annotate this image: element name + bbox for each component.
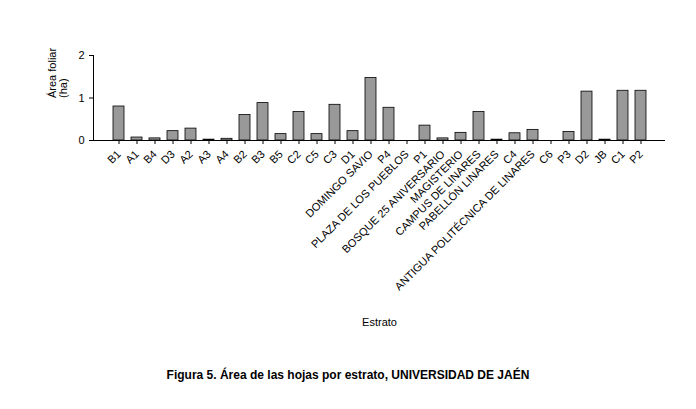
svg-text:C1: C1 [608, 148, 626, 166]
svg-text:C4: C4 [500, 147, 519, 167]
svg-text:PABELLÓN LINARES: PABELLÓN LINARES [416, 147, 501, 233]
svg-text:Estrato: Estrato [362, 316, 397, 328]
svg-text:B2: B2 [231, 148, 249, 166]
svg-text:MAGISTERIO: MAGISTERIO [407, 147, 465, 206]
svg-text:1: 1 [78, 92, 84, 104]
svg-text:B5: B5 [267, 148, 285, 166]
svg-text:C3: C3 [320, 148, 338, 166]
svg-text:A1: A1 [123, 148, 141, 166]
svg-text:B3: B3 [249, 148, 267, 166]
svg-text:DOMINGO SAVIO: DOMINGO SAVIO [303, 147, 375, 219]
svg-text:2: 2 [78, 49, 84, 61]
svg-text:C5: C5 [302, 148, 320, 166]
svg-text:C6: C6 [536, 148, 554, 166]
svg-text:A2: A2 [177, 148, 195, 166]
svg-text:D1: D1 [338, 147, 357, 167]
svg-text:P1: P1 [410, 147, 429, 166]
svg-text:BOSQUE 25 ANIVERSARIO: BOSQUE 25 ANIVERSARIO [339, 147, 447, 256]
svg-text:A4: A4 [213, 148, 231, 166]
html-text:Figura 5. Área de las hojas po: Figura 5. Área de las hojas por estrato,… [166, 368, 530, 382]
svg-text:A3: A3 [195, 148, 213, 166]
svg-text:B1: B1 [105, 148, 123, 166]
svg-text:CAMPUS DE LINARES: CAMPUS DE LINARES [393, 148, 483, 238]
svg-text:D3: D3 [158, 148, 176, 166]
svg-text:C2: C2 [284, 148, 302, 166]
svg-text:PLAZA DE LOS PUEBLOS: PLAZA DE LOS PUEBLOS [308, 147, 411, 250]
svg-text:P2: P2 [627, 148, 645, 166]
svg-text:JB: JB [591, 148, 609, 166]
svg-text:P3: P3 [555, 148, 573, 166]
svg-text:P4: P4 [374, 147, 393, 166]
svg-text:Área foliar(ha): Área foliar(ha) [46, 48, 69, 98]
svg-text:ANTIGUA POLITÉCNICA DE LINARES: ANTIGUA POLITÉCNICA DE LINARES [392, 148, 537, 293]
svg-text:D2: D2 [572, 148, 590, 166]
svg-text:B4: B4 [141, 148, 159, 166]
svg-text:0: 0 [78, 134, 84, 146]
